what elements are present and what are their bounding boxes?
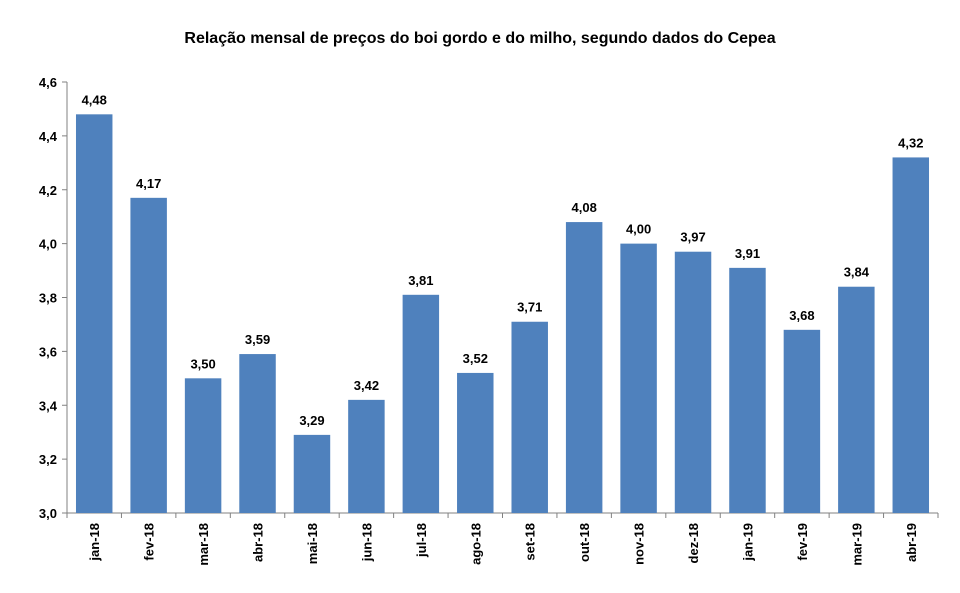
data-label: 3,97 — [680, 230, 705, 245]
x-tick-label: mar-18 — [196, 523, 211, 566]
data-label: 4,00 — [626, 222, 651, 237]
data-label: 3,59 — [245, 332, 270, 347]
data-label: 3,84 — [844, 265, 870, 280]
data-label: 4,48 — [82, 92, 107, 107]
bar — [293, 434, 331, 513]
data-label: 3,91 — [735, 246, 760, 261]
y-tick-label: 3,6 — [39, 344, 57, 359]
data-label: 4,17 — [136, 176, 161, 191]
data-label: 4,08 — [572, 200, 597, 215]
data-label: 3,68 — [789, 308, 814, 323]
data-label: 3,50 — [190, 356, 215, 371]
y-tick-label: 3,8 — [39, 291, 57, 306]
x-tick-label: set-18 — [523, 523, 538, 561]
x-tick-label: jan-19 — [740, 523, 755, 562]
bar — [239, 354, 276, 513]
x-tick-label: ago-18 — [468, 523, 483, 565]
bar — [457, 372, 494, 513]
bar — [130, 197, 167, 514]
y-tick-label: 4,6 — [39, 75, 57, 90]
bar — [565, 222, 603, 513]
y-tick-label: 4,2 — [39, 183, 57, 198]
bar — [674, 251, 712, 514]
y-tick-label: 3,0 — [39, 506, 57, 521]
x-tick-label: fev-19 — [795, 523, 810, 561]
data-label: 3,71 — [517, 300, 542, 315]
data-label: 4,32 — [898, 135, 923, 150]
x-tick-label: jul-18 — [414, 523, 429, 558]
bar — [511, 321, 548, 513]
bar — [892, 157, 930, 514]
x-tick-label: nov-18 — [632, 523, 647, 565]
y-tick-label: 4,4 — [39, 129, 58, 144]
bar — [620, 243, 657, 513]
x-tick-label: abr-18 — [251, 523, 266, 562]
data-label: 3,52 — [463, 351, 488, 366]
x-tick-label: jan-18 — [87, 523, 102, 562]
data-label: 3,42 — [354, 378, 379, 393]
data-label: 3,29 — [299, 413, 324, 428]
bar — [184, 378, 222, 513]
y-tick-label: 4,0 — [39, 237, 57, 252]
x-tick-label: mar-19 — [849, 523, 864, 566]
y-tick-label: 3,2 — [39, 452, 57, 467]
bar — [75, 114, 113, 513]
x-tick-label: out-18 — [577, 523, 592, 562]
bar — [348, 399, 385, 513]
bar — [729, 267, 766, 513]
bar — [838, 286, 875, 513]
y-tick-label: 3,4 — [39, 398, 58, 413]
bar — [402, 294, 440, 513]
x-tick-label: fev-18 — [142, 523, 157, 561]
chart-title: Relação mensal de preços do boi gordo e … — [184, 30, 776, 47]
bar — [783, 329, 821, 513]
x-tick-label: dez-18 — [686, 523, 701, 563]
data-label: 3,81 — [408, 273, 433, 288]
x-tick-label: abr-19 — [904, 523, 919, 562]
x-tick-label: mai-18 — [305, 523, 320, 564]
x-tick-label: jun-18 — [359, 523, 374, 562]
